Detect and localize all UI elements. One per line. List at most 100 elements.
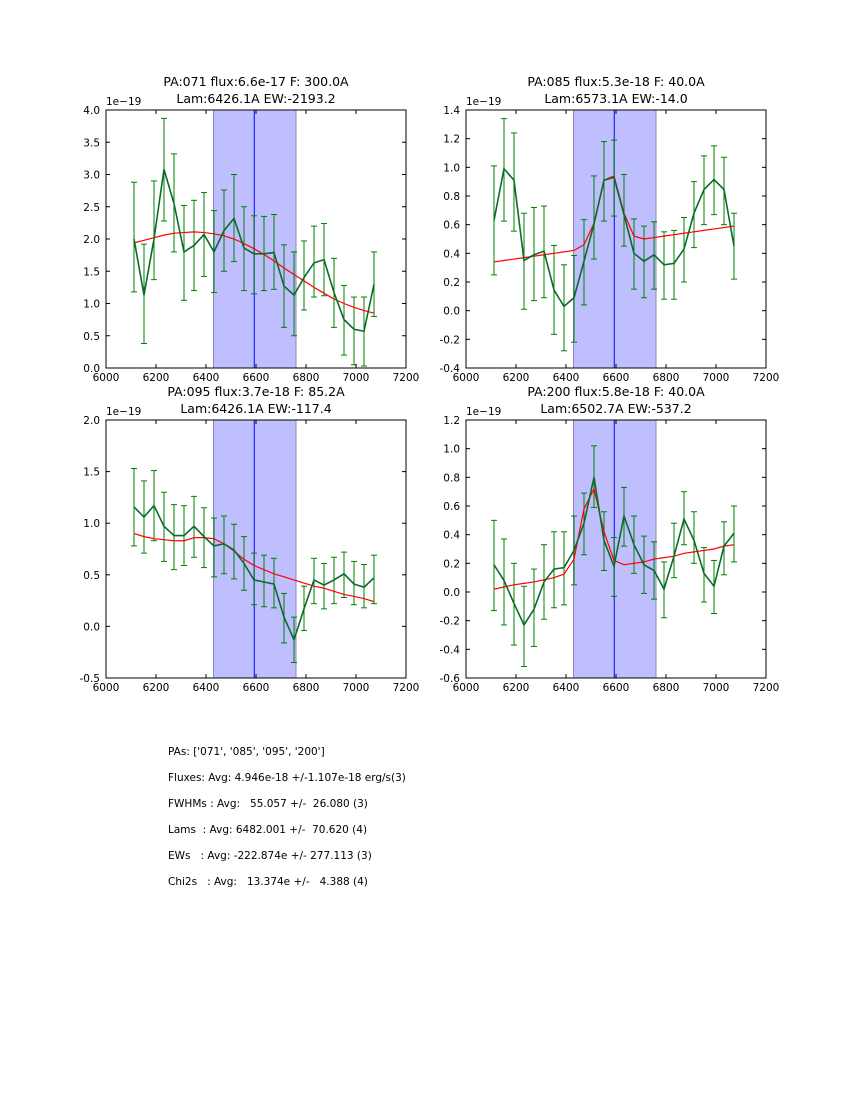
error-bar: [701, 547, 707, 603]
y-tick-label: 4.0: [83, 105, 100, 117]
summary-stats: PAs: ['071', '085', '095', '200'] Fluxes…: [168, 745, 406, 901]
y-tick-label: 0.2: [443, 277, 460, 289]
error-bar: [151, 180, 157, 281]
error-bar: [131, 181, 137, 293]
y-tick-label: 2.5: [83, 202, 100, 214]
stats-ews: EWs : Avg: -222.874e +/- 277.113 (3): [168, 850, 372, 862]
error-bar: [591, 175, 597, 260]
x-tick-label: 6600: [603, 372, 630, 384]
x-tick-label: 6800: [293, 372, 320, 384]
subplot-1: 6000 6200 6400 6600 6800 7000 7200 0.0 0.5 1.0 1.5…: [83, 74, 419, 384]
error-bar: [311, 225, 317, 298]
y-offset-label: 1e−19: [466, 96, 501, 108]
subplot-title-line1: PA:085 flux:5.3e-18 F: 40.0A: [527, 74, 705, 89]
subplot-3: 6000 6200 6400 6600 6800 7000 7200 -0.5 0.0 0.5 1.…: [80, 384, 420, 694]
x-tick-label: 7000: [343, 372, 370, 384]
y-tick-label: -0.4: [440, 363, 461, 375]
x-tick-label: 6200: [503, 372, 530, 384]
x-tick-label: 6000: [93, 372, 120, 384]
y-tick-label: -0.4: [440, 644, 461, 656]
x-tick-label: 7200: [393, 372, 420, 384]
error-bar: [261, 554, 267, 608]
x-tick-label: 6400: [553, 682, 580, 694]
model-fit-line: [493, 175, 735, 263]
x-tick-label: 6800: [653, 372, 680, 384]
subplot-2: 6000 6200 6400 6600 6800 7000 7200 -0.4 -0.2 0.0 0…: [440, 74, 780, 384]
x-tick-label: 6600: [243, 682, 270, 694]
y-tick-label: 0.0: [443, 587, 460, 599]
y-offset-label: 1e−19: [466, 406, 501, 418]
y-tick-label: 0.0: [83, 621, 100, 633]
y-tick-label: 1.0: [83, 518, 100, 530]
x-tick-label: 6600: [603, 682, 630, 694]
error-bar: [211, 517, 217, 578]
y-tick-label: 1.5: [83, 467, 100, 479]
x-tick-label: 6000: [93, 682, 120, 694]
x-tick-label: 6200: [143, 372, 170, 384]
subplot-title-line2: Lam:6502.7A EW:-537.2: [540, 401, 691, 416]
error-bar: [251, 215, 257, 295]
x-tick-label: 6200: [503, 682, 530, 694]
y-tick-label: 2.0: [83, 234, 100, 246]
error-bar: [671, 522, 677, 579]
y-tick-label: 1.0: [83, 299, 100, 311]
x-tick-label: 6800: [653, 682, 680, 694]
subplot-title-line2: Lam:6426.1A EW:-117.4: [180, 401, 331, 416]
y-tick-label: 1.2: [443, 415, 460, 427]
error-bar: [561, 264, 567, 352]
y-tick-label: -0.2: [440, 616, 461, 628]
subplot-title-line2: Lam:6573.1A EW:-14.0: [544, 91, 687, 106]
subplot-title-line2: Lam:6426.1A EW:-2193.2: [176, 91, 335, 106]
stats-fluxes: Fluxes: Avg: 4.946e-18 +/-1.107e-18 erg/…: [168, 772, 406, 784]
model-fit-line: [493, 487, 735, 590]
x-tick-label: 6400: [553, 372, 580, 384]
error-bar: [371, 554, 377, 605]
error-bar: [271, 557, 277, 609]
y-tick-label: -0.5: [80, 673, 101, 685]
y-tick-label: 3.5: [83, 137, 100, 149]
x-tick-label: 7200: [393, 682, 420, 694]
y-tick-label: -0.6: [440, 673, 461, 685]
stats-lams: Lams : Avg: 6482.001 +/- 70.620 (4): [168, 824, 368, 836]
error-bar: [301, 240, 307, 311]
error-bar: [671, 229, 677, 300]
y-tick-label: 1.0: [443, 444, 460, 456]
error-bar: [321, 562, 327, 610]
error-bar: [571, 254, 577, 343]
x-tick-label: 6400: [193, 682, 220, 694]
y-tick-label: 1.5: [83, 266, 100, 278]
y-tick-label: 0.5: [83, 331, 100, 343]
x-tick-label: 7000: [703, 372, 730, 384]
y-tick-label: 0.6: [443, 501, 460, 513]
error-bar: [181, 204, 187, 301]
x-tick-label: 7200: [753, 372, 780, 384]
x-tick-label: 6600: [243, 372, 270, 384]
error-bar: [171, 504, 177, 571]
error-bar: [221, 515, 227, 575]
y-tick-label: 0.4: [443, 248, 460, 260]
subplot-title-line1: PA:071 flux:6.6e-17 F: 300.0A: [163, 74, 349, 89]
model-fit-line: [133, 532, 375, 603]
x-tick-label: 6400: [193, 372, 220, 384]
subplot-title-line1: PA:095 flux:3.7e-18 F: 85.2A: [167, 384, 345, 399]
error-bar: [691, 511, 697, 564]
y-tick-label: 0.5: [83, 570, 100, 582]
x-tick-label: 7000: [703, 682, 730, 694]
y-tick-label: 0.6: [443, 220, 460, 232]
y-tick-label: 0.2: [443, 558, 460, 570]
subplot-4: 6000 6200 6400 6600 6800 7000 7200 -0.6 -0.4 -0.2…: [440, 384, 780, 694]
y-tick-label: 0.8: [443, 191, 460, 203]
x-tick-label: 7200: [753, 682, 780, 694]
x-tick-label: 7000: [343, 682, 370, 694]
y-tick-label: 1.4: [443, 105, 460, 117]
y-tick-label: 2.0: [83, 415, 100, 427]
stats-fwhms: FWHMs : Avg: 55.057 +/- 26.080 (3): [168, 798, 368, 810]
x-tick-label: 6000: [453, 372, 480, 384]
error-bar: [621, 174, 627, 247]
y-tick-label: 0.8: [443, 472, 460, 484]
stats-chi2s: Chi2s : Avg: 13.374e +/- 4.388 (4): [168, 876, 368, 888]
y-tick-label: -0.2: [440, 334, 461, 346]
x-tick-label: 6800: [293, 682, 320, 694]
